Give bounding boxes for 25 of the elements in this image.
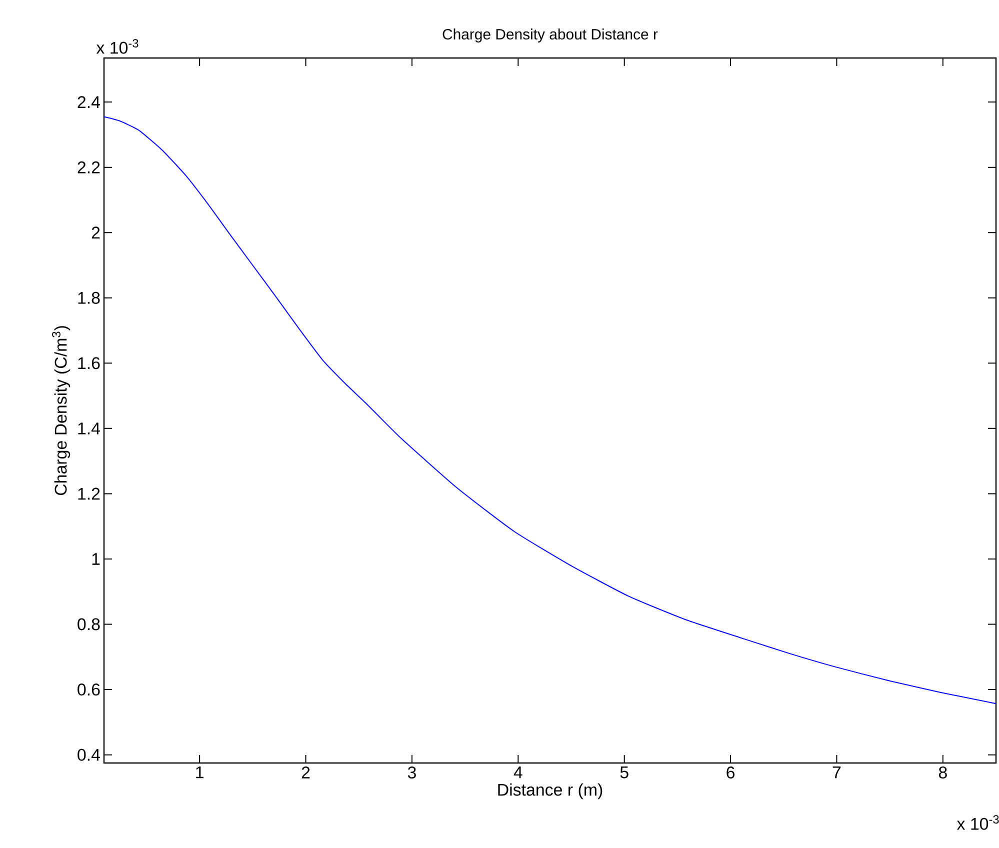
y-tick-label: 2 xyxy=(92,226,100,239)
text: x 10$^{-3}$ xyxy=(956,815,999,830)
x-tick-label: 2 xyxy=(302,766,310,778)
y-tick-label: 0.6 xyxy=(78,684,100,696)
y-tick-label: 2.2 xyxy=(78,161,100,174)
y-tick-label: 1.2 xyxy=(78,488,100,500)
y-tick-label: 1.8 xyxy=(78,292,100,304)
chart-title: Charge Density about Distance r xyxy=(442,28,658,42)
x-tick-label: 6 xyxy=(726,766,734,779)
x-tick-label: 1 xyxy=(196,766,204,778)
x-tick-label: 5 xyxy=(620,766,628,778)
x-axis-title: Distance r (m) xyxy=(498,783,602,800)
x-tick-label: 7 xyxy=(832,766,841,778)
x-tick-label: 3 xyxy=(408,766,416,779)
text: x 10$^{-3}$ xyxy=(96,39,138,54)
y-tick-label: 0.8 xyxy=(78,618,100,630)
y-axis-title: Charge Density (C/m$^{3}$) xyxy=(52,326,70,496)
x-tick-label: 4 xyxy=(514,766,522,778)
line-series xyxy=(104,116,996,704)
y-tick-label: 1.6 xyxy=(78,357,100,370)
y-tick-label: 1 xyxy=(92,553,100,565)
y-tick-label: 0.4 xyxy=(78,748,100,761)
y-tick-label: 2.4 xyxy=(78,96,100,108)
x-tick-label: 8 xyxy=(938,766,947,779)
y-tick-label: 1.4 xyxy=(78,422,100,434)
